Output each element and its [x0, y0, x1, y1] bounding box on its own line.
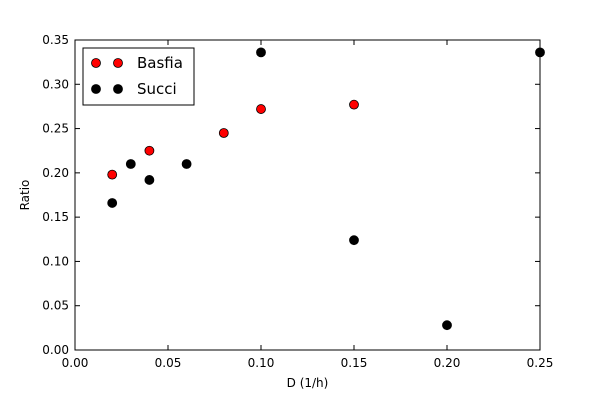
x-tick-label: 0.25	[527, 356, 554, 370]
x-tick-label: 0.20	[434, 356, 461, 370]
point-basfia	[256, 104, 266, 114]
legend: Basfia Succi	[82, 47, 195, 106]
x-axis-label: D (1/h)	[287, 376, 329, 390]
legend-marker-basfia	[113, 58, 123, 68]
point-succi	[349, 235, 359, 246]
point-succi	[144, 175, 155, 185]
point-basfia	[218, 128, 229, 138]
legend-entry-succi: Succi	[91, 80, 177, 98]
point-succi	[107, 198, 118, 208]
point-succi	[181, 159, 192, 169]
x-tick-label: 0.15	[341, 356, 368, 370]
plot-frame	[74, 39, 541, 351]
legend-marker-basfia	[91, 58, 101, 68]
x-tick-label: 0.05	[155, 356, 182, 370]
legend-marker-succi	[113, 84, 123, 94]
y-tick-label: 0.10	[42, 254, 69, 268]
y-tick-label: 0.30	[42, 77, 69, 91]
y-tick-label: 0.20	[42, 166, 69, 180]
point-succi	[256, 47, 266, 58]
legend-marker-succi	[91, 84, 101, 94]
y-tick-label: 0.00	[42, 343, 69, 357]
legend-label-succi: Succi	[137, 80, 177, 98]
x-tick-label: 0.00	[62, 356, 89, 370]
point-basfia	[349, 99, 359, 110]
y-tick-label: 0.35	[42, 33, 69, 47]
y-axis-label: Ratio	[18, 180, 32, 211]
point-basfia	[144, 145, 155, 156]
x-tick-label: 0.10	[248, 356, 275, 370]
y-tick-label: 0.05	[42, 299, 69, 313]
y-tick-label: 0.25	[42, 122, 69, 136]
legend-box	[82, 47, 195, 106]
legend-label-basfia: Basfia	[137, 54, 183, 72]
point-basfia	[107, 169, 118, 180]
y-tick-label: 0.15	[42, 210, 69, 224]
axis-ticks: 0.00 0.05 0.10 0.15 0.20 0.25 0.00 0.05 0.10 0.15…	[42, 33, 553, 370]
point-succi	[442, 320, 452, 331]
point-succi	[125, 159, 136, 169]
legend-entry-basfia: Basfia	[91, 54, 183, 72]
